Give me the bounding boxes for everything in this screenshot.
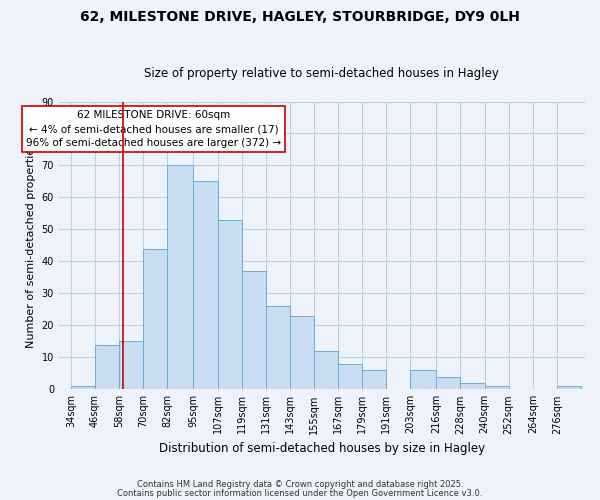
Text: Contains public sector information licensed under the Open Government Licence v3: Contains public sector information licen… (118, 489, 482, 498)
Bar (143, 248, 167, 390)
Bar (290, 316, 314, 390)
Bar (71, 386, 95, 390)
Text: Contains HM Land Registry data © Crown copyright and database right 2025.: Contains HM Land Registry data © Crown c… (137, 480, 463, 489)
Y-axis label: Number of semi-detached properties: Number of semi-detached properties (26, 142, 36, 348)
Bar (410, 370, 436, 390)
Bar (167, 166, 193, 390)
Title: Size of property relative to semi-detached houses in Hagley: Size of property relative to semi-detach… (145, 66, 499, 80)
Bar (218, 220, 242, 390)
Bar (460, 383, 485, 390)
Bar (362, 370, 386, 390)
Bar (436, 376, 460, 390)
Bar (193, 182, 218, 390)
Bar (266, 306, 290, 390)
Bar (557, 386, 581, 390)
Bar (95, 344, 119, 390)
Text: 62, MILESTONE DRIVE, HAGLEY, STOURBRIDGE, DY9 0LH: 62, MILESTONE DRIVE, HAGLEY, STOURBRIDGE… (80, 10, 520, 24)
Bar (119, 342, 143, 390)
Text: 62 MILESTONE DRIVE: 60sqm
← 4% of semi-detached houses are smaller (17)
96% of s: 62 MILESTONE DRIVE: 60sqm ← 4% of semi-d… (26, 110, 281, 148)
Bar (314, 351, 338, 390)
Bar (338, 364, 362, 390)
Bar (485, 386, 509, 390)
Bar (242, 271, 266, 390)
X-axis label: Distribution of semi-detached houses by size in Hagley: Distribution of semi-detached houses by … (159, 442, 485, 455)
